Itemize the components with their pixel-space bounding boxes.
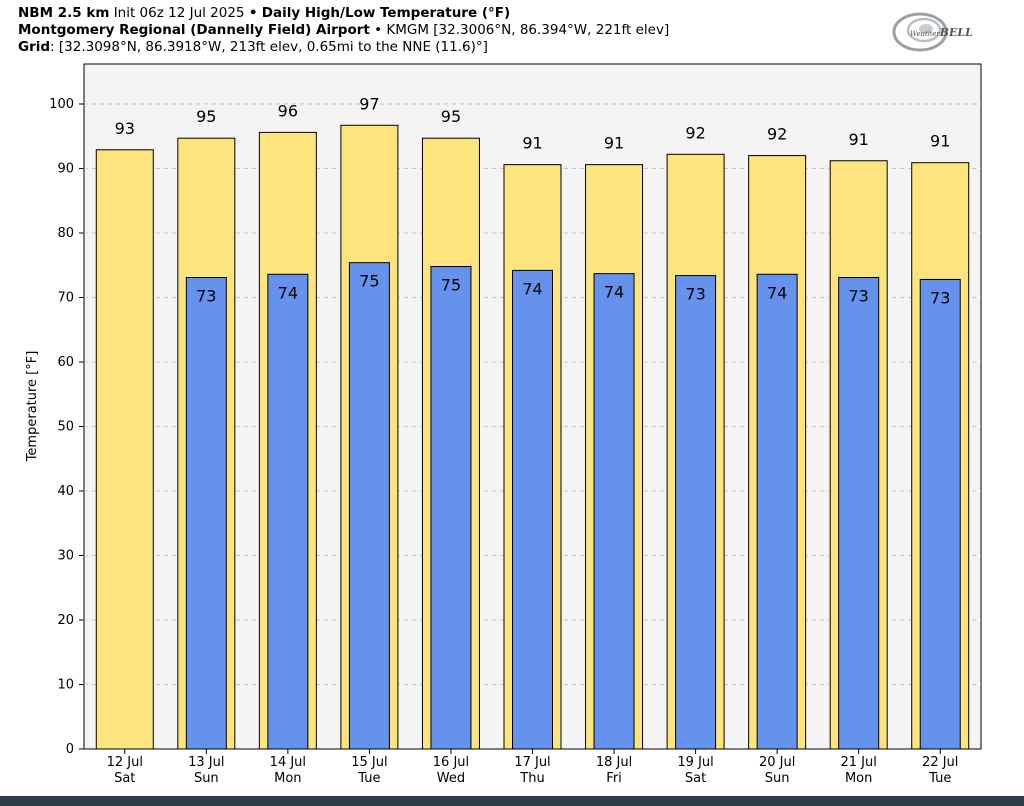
high-temp-label: 91 — [604, 134, 624, 153]
low-temp-bar — [756, 273, 798, 750]
high-temp-label: 97 — [359, 94, 379, 113]
low-temp-label: 74 — [767, 283, 787, 302]
high-temp-label: 91 — [930, 132, 950, 151]
station-details: KMGM [32.3006°N, 86.394°W, 221ft elev] — [386, 22, 670, 38]
x-tick-date-label: 20 Jul — [759, 755, 795, 770]
high-temp-label: 92 — [767, 125, 787, 144]
x-tick-day-label: Wed — [437, 771, 465, 786]
y-tick-label: 40 — [57, 484, 74, 499]
y-tick-label: 60 — [57, 355, 74, 370]
y-tick-label: 10 — [57, 678, 74, 693]
x-tick-day-label: Sun — [194, 771, 219, 786]
low-temp-label: 74 — [604, 283, 624, 302]
low-temp-label: 73 — [930, 288, 950, 307]
x-tick-date-label: 21 Jul — [841, 755, 877, 770]
x-tick-day-label: Sat — [685, 771, 706, 786]
high-temp-label: 95 — [196, 107, 216, 126]
swirl-logo-icon — [892, 12, 948, 52]
low-temp-bar — [185, 277, 227, 750]
model-name: NBM 2.5 km — [18, 5, 110, 21]
bar-series: 93 95 73 96 74 97 75 95 75 91 74 91 74 92 73 92 74 91 73 91… — [95, 94, 970, 750]
y-axis: 0 10 20 30 40 50 60 70 80 90 100 — [49, 97, 84, 757]
high-temp-label: 93 — [115, 119, 135, 138]
footer-bar — [0, 796, 1024, 806]
low-temp-label: 74 — [522, 279, 542, 298]
low-temp-bar — [512, 269, 553, 750]
station-name: Montgomery Regional (Dannelly Field) Air… — [18, 22, 370, 38]
weatherbell-logo: WeatherBELL — [892, 12, 973, 52]
x-tick-day-label: Fri — [606, 771, 622, 786]
low-temp-label: 75 — [359, 272, 379, 291]
y-axis-label: Temperature [°F] — [25, 351, 40, 463]
separator: • — [248, 5, 258, 21]
x-tick-day-label: Sun — [765, 771, 790, 786]
low-temp-label: 75 — [441, 276, 461, 295]
x-tick-date-label: 16 Jul — [433, 755, 469, 770]
x-tick-day-label: Mon — [274, 771, 301, 786]
grid-details: : [32.3098°N, 86.3918°W, 213ft elev, 0.6… — [50, 39, 488, 55]
x-tick-date-label: 15 Jul — [351, 755, 387, 770]
y-tick-label: 30 — [57, 549, 74, 564]
low-temp-bar — [348, 262, 390, 750]
low-temp-label: 73 — [196, 287, 216, 306]
y-tick-label: 0 — [66, 742, 74, 757]
x-tick-date-label: 14 Jul — [270, 755, 306, 770]
high-temp-label: 95 — [441, 107, 461, 126]
x-tick-date-label: 22 Jul — [922, 755, 958, 770]
x-tick-day-label: Tue — [928, 771, 951, 786]
high-temp-label: 92 — [685, 123, 705, 142]
x-tick-date-label: 17 Jul — [514, 755, 550, 770]
low-temp-bar — [838, 277, 880, 750]
grid-label: Grid — [18, 39, 51, 55]
x-tick-day-label: Sat — [114, 771, 135, 786]
header-line-1: NBM 2.5 km Init 06z 12 Jul 2025 • Daily … — [18, 5, 878, 22]
chart-header: NBM 2.5 km Init 06z 12 Jul 2025 • Daily … — [18, 5, 878, 56]
low-temp-bar — [675, 275, 717, 750]
low-temp-bar — [267, 273, 309, 750]
y-tick-label: 70 — [57, 291, 74, 306]
low-temp-bar — [593, 273, 635, 750]
low-temp-bar — [919, 278, 961, 750]
x-tick-day-label: Mon — [845, 771, 872, 786]
high-temp-label: 96 — [278, 101, 298, 120]
y-tick-label: 100 — [49, 97, 74, 112]
x-tick-date-label: 18 Jul — [596, 755, 632, 770]
x-tick-day-label: Tue — [357, 771, 380, 786]
x-tick-date-label: 19 Jul — [677, 755, 713, 770]
high-temp-bar — [95, 149, 154, 750]
high-temp-label: 91 — [522, 134, 542, 153]
header-line-2: Montgomery Regional (Dannelly Field) Air… — [18, 22, 878, 39]
y-tick-label: 90 — [57, 162, 74, 177]
y-tick-label: 50 — [57, 420, 74, 435]
header-line-3: Grid: [32.3098°N, 86.3918°W, 213ft elev,… — [18, 39, 878, 56]
high-temp-label: 91 — [849, 130, 869, 149]
init-time: Init 06z 12 Jul 2025 — [113, 5, 245, 21]
x-tick-date-label: 13 Jul — [188, 755, 224, 770]
x-tick-date-label: 12 Jul — [107, 755, 143, 770]
low-temp-bar — [430, 266, 472, 750]
product-name: Daily High/Low Temperature (°F) — [261, 5, 511, 21]
low-temp-label: 73 — [685, 285, 705, 304]
separator: • — [374, 22, 383, 38]
x-tick-day-label: Thu — [519, 771, 544, 786]
logo-brand-text: WeatherBELL — [910, 26, 973, 39]
low-temp-label: 73 — [849, 287, 869, 306]
y-tick-label: 80 — [57, 226, 74, 241]
low-temp-label: 74 — [278, 283, 298, 302]
y-tick-label: 20 — [57, 613, 74, 628]
